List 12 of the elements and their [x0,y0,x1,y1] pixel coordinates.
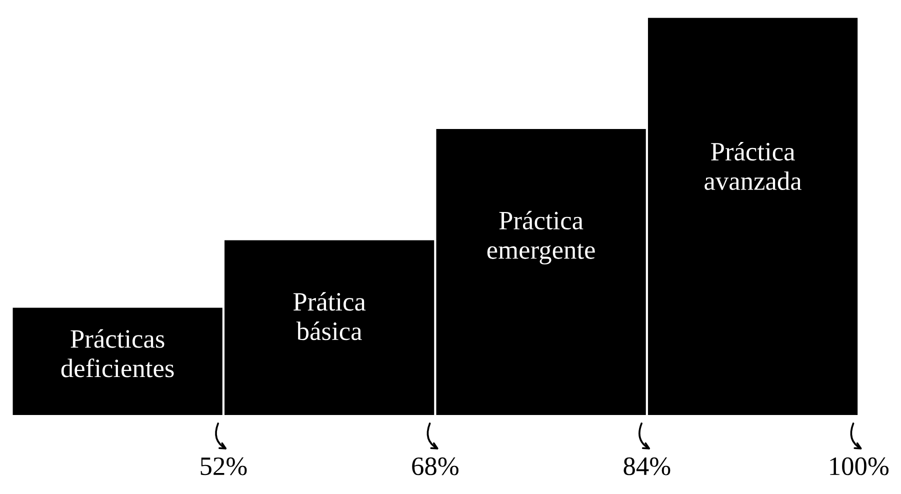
x-tick-label: Prácticas deficientes [61,329,174,378]
bar [224,240,434,415]
text: 84% [624,457,670,476]
text: 68% [412,457,458,476]
x-tick-label: Práctica avanzada [704,142,802,190]
bar [12,308,222,415]
text: 52% [200,457,247,476]
bar [648,18,858,415]
bar [436,128,646,415]
x-tick-label: Prática básica [293,292,366,340]
x-tick-label: Práctica emergente [487,210,595,264]
text: 100% [830,457,889,476]
